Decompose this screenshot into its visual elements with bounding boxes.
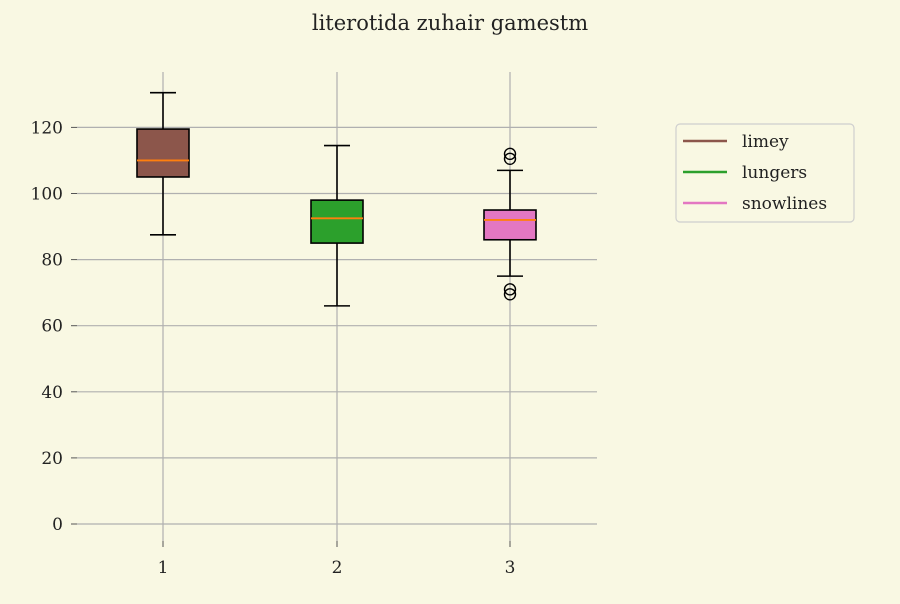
x-tick-label: 1 [158,558,169,578]
outlier-point [503,288,517,301]
iqr-box [136,128,190,178]
box-snowlines [483,147,537,301]
outlier-point [503,152,517,165]
outlier-point [503,283,517,296]
iqr-box [483,209,537,241]
y-tick-label: 60 [41,317,63,337]
box-limey [136,91,190,236]
legend-item-limey: limey [683,132,789,152]
outlier-point [503,147,517,161]
y-tick-label: 120 [31,118,63,138]
legend-label: snowlines [742,194,827,214]
y-tick-label: 20 [41,449,63,469]
legend-item-lungers: lungers [683,163,807,183]
legend-label: lungers [742,163,807,183]
boxes [136,91,537,307]
box-lungers [310,144,364,307]
x-tick-label: 2 [332,558,343,578]
legend: limey lungers snowlines [675,123,855,223]
y-tick-label: 100 [31,185,63,205]
x-tick-label: 3 [505,558,516,578]
y-tick-label: 80 [41,251,63,271]
y-tick-label: 0 [52,515,63,535]
iqr-box [310,199,364,244]
y-tick-label: 40 [41,383,63,403]
legend-frame [675,123,855,223]
chart-title: literotida zuhair gamestm [312,11,588,35]
legend-label: limey [742,132,789,152]
axes: 0 20 40 60 80 100 120 1 2 3 [31,118,516,578]
legend-item-snowlines: snowlines [683,194,827,214]
